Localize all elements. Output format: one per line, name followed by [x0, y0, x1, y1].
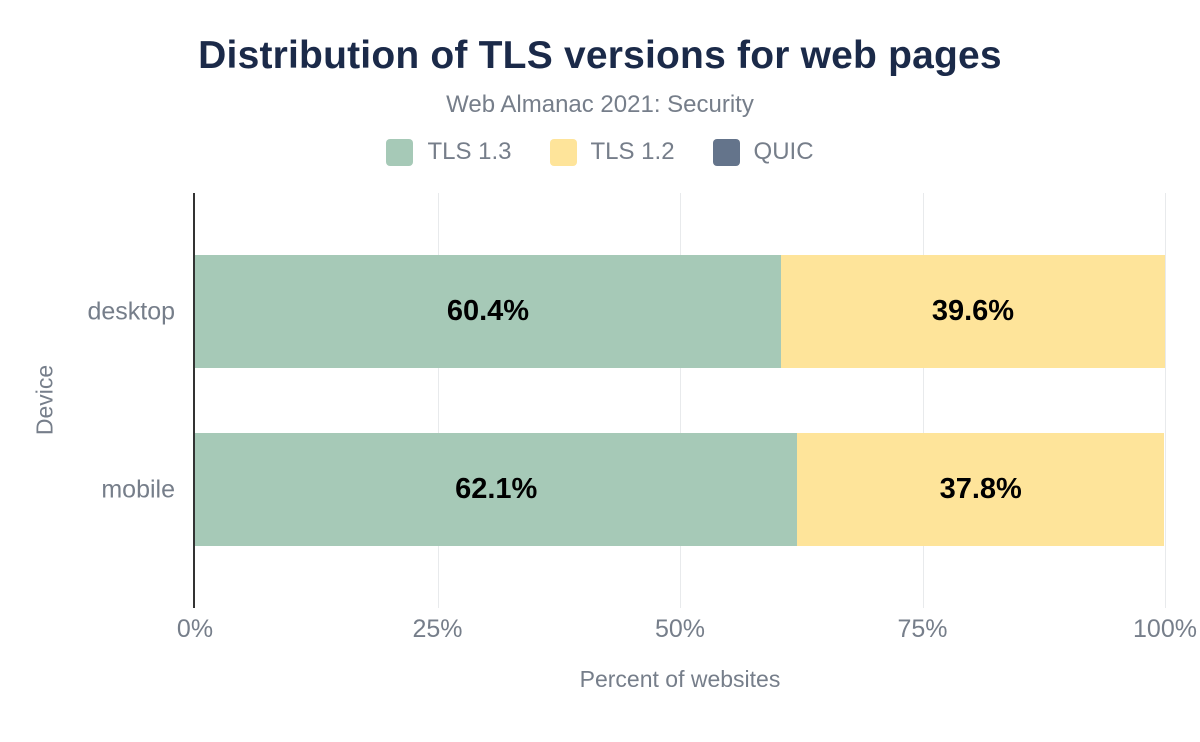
gridline-25 [437, 193, 439, 608]
bar-segment-mobile-tls-1-3[interactable]: 62.1% [195, 433, 798, 546]
legend-item-tls12: TLS 1.2 [549, 138, 675, 166]
bar-row-mobile: 62.1% 37.8% [195, 433, 1170, 546]
bar-segment-desktop-tls-1-2[interactable]: 39.6% [780, 255, 1165, 368]
chart-title: Distribution of TLS versions for web pag… [198, 34, 1002, 77]
legend-item-quic: QUIC [712, 138, 814, 166]
bar-segment-desktop-tls-1-3[interactable]: 60.4% [195, 255, 781, 368]
x-tick-label-25: 25% [412, 615, 463, 643]
bar-value-label: 37.8% [939, 473, 1022, 505]
y-axis-title: Device [31, 364, 58, 436]
legend-swatch-tls12 [549, 138, 577, 166]
y-category-label-mobile: mobile [101, 475, 175, 503]
plot-area: 60.4% 39.6% desktop 62.1% 37.8% mobile 0% 25% 50… [87, 193, 1197, 692]
bar-value-label: 62.1% [455, 473, 538, 505]
x-tick-label-0: 0% [176, 615, 214, 643]
chart-subtitle: Web Almanac 2021: Security [446, 91, 754, 118]
legend-label-quic: QUIC [753, 138, 814, 165]
legend-label-tls12: TLS 1.2 [590, 138, 675, 165]
bar-row-desktop: 60.4% 39.6% [195, 255, 1170, 368]
y-category-label-desktop: desktop [87, 297, 175, 325]
legend: TLS 1.3 TLS 1.2 QUIC [0, 138, 1200, 166]
legend-item-tls13: TLS 1.3 [386, 138, 512, 166]
x-axis-title: Percent of websites [579, 666, 781, 692]
legend-swatch-tls13 [386, 138, 414, 166]
bar-value-label: 60.4% [446, 295, 530, 327]
x-tick-label-75: 75% [897, 615, 948, 643]
x-tick-label-50: 50% [654, 615, 706, 643]
x-tick-label-100: 100% [1133, 615, 1197, 643]
gridline-75 [922, 193, 924, 608]
bar-value-label: 39.6% [931, 295, 1015, 327]
legend-label-tls13: TLS 1.3 [427, 138, 512, 165]
legend-swatch-quic [712, 138, 740, 166]
bar-segment-mobile-tls-1-2[interactable]: 37.8% [797, 433, 1165, 546]
gridline-100 [1165, 193, 1166, 608]
gridline-50 [680, 193, 681, 608]
